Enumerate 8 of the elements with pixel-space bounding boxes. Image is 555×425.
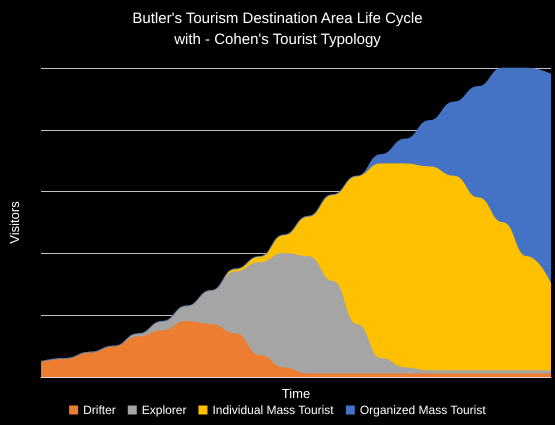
legend-label: Drifter bbox=[83, 403, 116, 417]
x-axis-title: Time bbox=[282, 386, 310, 401]
y-axis-title: Visitors bbox=[7, 200, 22, 244]
chart-subtitle: with - Cohen's Tourist Typology bbox=[173, 31, 382, 48]
legend-label: Explorer bbox=[142, 403, 186, 417]
chart-title: Butler's Tourism Destination Area Life Cycle bbox=[132, 10, 423, 27]
legend-label: Individual Mass Tourist bbox=[212, 403, 334, 417]
legend-label: Organized Mass Tourist bbox=[360, 403, 486, 417]
